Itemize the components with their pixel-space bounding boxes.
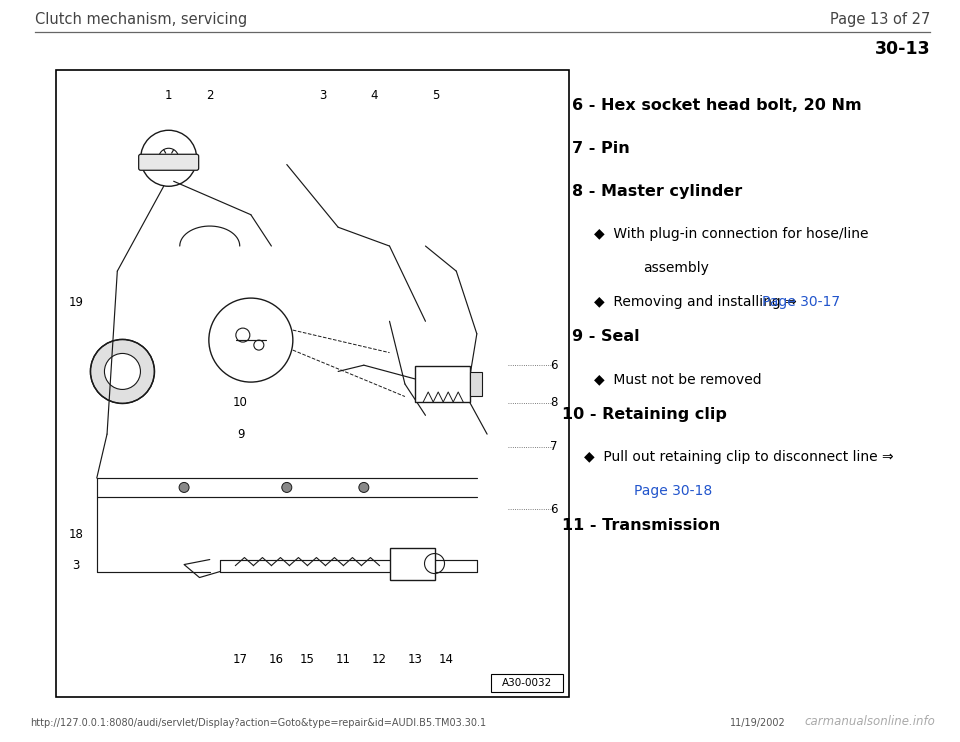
Text: Page 30-17: Page 30-17 (762, 295, 840, 309)
Bar (415, 366, 470, 402)
Text: ◆  Removing and installing ⇒: ◆ Removing and installing ⇒ (593, 295, 801, 309)
Text: 8: 8 (550, 396, 558, 410)
Text: 3: 3 (73, 559, 80, 572)
Text: 11 - Transmission: 11 - Transmission (562, 518, 720, 533)
Text: 9 - Seal: 9 - Seal (571, 329, 639, 344)
Circle shape (180, 482, 189, 493)
Text: 7 - Pin: 7 - Pin (571, 141, 630, 156)
Text: 2: 2 (206, 89, 213, 102)
Bar (390, 548, 435, 580)
Text: carmanualsonline.info: carmanualsonline.info (804, 715, 935, 728)
Text: 7: 7 (550, 440, 558, 453)
Text: Clutch mechanism, servicing: Clutch mechanism, servicing (35, 12, 248, 27)
Text: 11/19/2002: 11/19/2002 (730, 718, 785, 728)
Text: Page 30-18: Page 30-18 (634, 484, 711, 498)
Text: 6 - Hex socket head bolt, 20 Nm: 6 - Hex socket head bolt, 20 Nm (571, 98, 861, 113)
Text: http://127.0.0.1:8080/audi/servlet/Display?action=Goto&type=repair&id=AUDI.B5.TM: http://127.0.0.1:8080/audi/servlet/Displ… (30, 718, 486, 728)
FancyBboxPatch shape (138, 154, 199, 170)
Text: 6: 6 (550, 358, 558, 372)
Text: 18: 18 (69, 528, 84, 541)
Circle shape (282, 482, 292, 493)
Text: assembly: assembly (643, 261, 709, 275)
Bar (492, 674, 564, 692)
Text: Page 13 of 27: Page 13 of 27 (829, 12, 930, 27)
Bar (470, 372, 482, 396)
Text: 8 - Master cylinder: 8 - Master cylinder (571, 184, 742, 199)
Text: 9: 9 (237, 427, 245, 441)
Text: 15: 15 (300, 654, 315, 666)
Text: A30-0032: A30-0032 (502, 678, 552, 689)
Text: 12: 12 (372, 654, 387, 666)
Text: 30-13: 30-13 (875, 40, 930, 58)
Text: 11: 11 (336, 654, 350, 666)
Text: 10 - Retaining clip: 10 - Retaining clip (562, 407, 727, 421)
Circle shape (90, 339, 155, 404)
Text: ◆  Pull out retaining clip to disconnect line ⇒: ◆ Pull out retaining clip to disconnect … (584, 450, 898, 464)
Text: 6: 6 (550, 503, 558, 516)
Text: ◆  With plug-in connection for hose/line: ◆ With plug-in connection for hose/line (593, 227, 868, 241)
Text: 5: 5 (432, 89, 440, 102)
Text: 19: 19 (69, 296, 84, 309)
Circle shape (359, 482, 369, 493)
Text: ◆  Must not be removed: ◆ Must not be removed (593, 372, 761, 387)
Text: 10: 10 (233, 396, 248, 410)
Text: 17: 17 (233, 654, 248, 666)
Text: 4: 4 (371, 89, 378, 102)
Text: 16: 16 (269, 654, 284, 666)
Bar (56, 70, 569, 697)
Circle shape (105, 353, 140, 390)
Text: 3: 3 (319, 89, 326, 102)
Text: 1: 1 (165, 89, 173, 102)
Text: 14: 14 (439, 654, 453, 666)
Text: 13: 13 (408, 654, 422, 666)
